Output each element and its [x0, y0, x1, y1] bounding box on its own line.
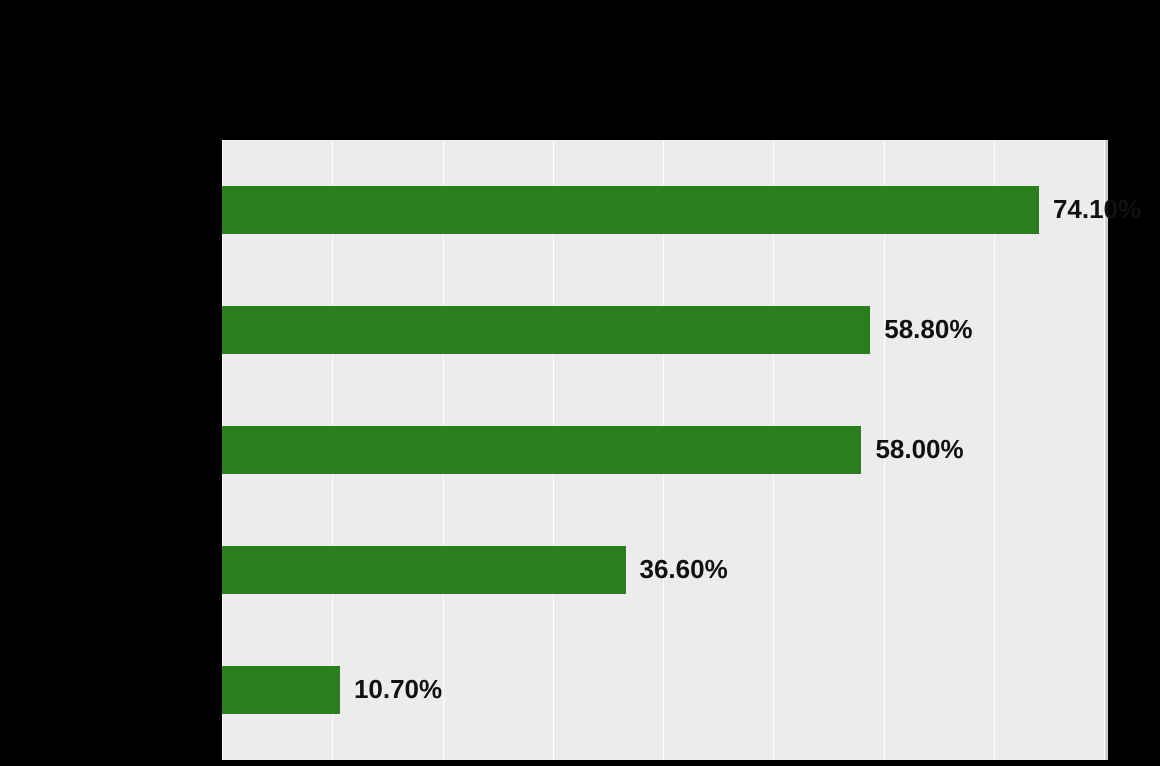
- horizontal-bar-chart: 74.10%58.80%58.00%36.60%10.70%: [222, 140, 1104, 760]
- bar-value-label: 58.00%: [875, 434, 963, 465]
- bar-value-label: 74.10%: [1053, 194, 1141, 225]
- bar: [222, 186, 1039, 234]
- gridline: [1104, 140, 1105, 760]
- bar-value-label: 36.60%: [640, 554, 728, 585]
- bar: [222, 666, 340, 714]
- bar: [222, 426, 861, 474]
- bar-value-label: 58.80%: [884, 314, 972, 345]
- bar-value-label: 10.70%: [354, 674, 442, 705]
- bar: [222, 306, 870, 354]
- bar: [222, 546, 626, 594]
